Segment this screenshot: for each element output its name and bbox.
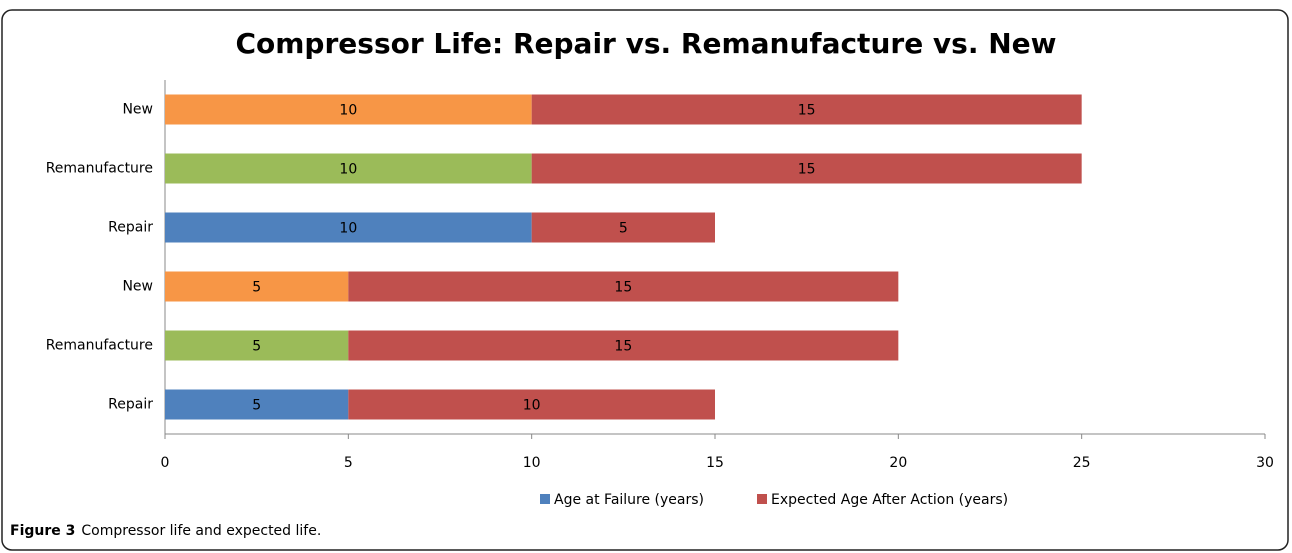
bar-segment — [165, 153, 532, 184]
caption-text: Compressor life and expected life. — [81, 523, 321, 539]
bar-segment — [531, 153, 1082, 184]
y-tick-label: New — [122, 102, 153, 118]
x-tick-label: 15 — [706, 455, 724, 471]
bar-segment — [165, 330, 349, 361]
x-tick-label: 10 — [523, 455, 541, 471]
bar-segment — [165, 271, 349, 302]
x-tick-label: 20 — [889, 455, 907, 471]
data-label: 5 — [252, 339, 261, 355]
data-label: 10 — [339, 221, 357, 237]
data-label: 10 — [339, 103, 357, 119]
frame — [1, 9, 1289, 551]
y-tick-label: Repair — [108, 220, 153, 236]
chart-title: Compressor Life: Repair vs. Remanufactur… — [235, 27, 1056, 60]
bar-segment — [531, 212, 715, 243]
data-label: 5 — [619, 221, 628, 237]
bar-segment — [531, 94, 1082, 125]
bar-segment — [165, 212, 532, 243]
data-label: 15 — [614, 339, 632, 355]
bar-segment — [165, 94, 532, 125]
data-label: 10 — [523, 398, 541, 414]
data-label: 10 — [339, 162, 357, 178]
caption: Figure 3 Compressor life and expected lif… — [10, 523, 321, 539]
x-tick-label: 30 — [1256, 455, 1274, 471]
x-tick-label: 5 — [344, 455, 353, 471]
data-label: 15 — [614, 280, 632, 296]
data-label: 5 — [252, 280, 261, 296]
y-tick-label: New — [122, 279, 153, 295]
caption-label: Figure 3 — [10, 523, 75, 539]
data-label: 15 — [798, 162, 816, 178]
data-label: 5 — [252, 398, 261, 414]
legend-swatch — [540, 494, 550, 504]
x-tick-label: 25 — [1073, 455, 1091, 471]
bar-segment — [165, 389, 349, 420]
data-label: 15 — [798, 103, 816, 119]
x-tick-label: 0 — [161, 455, 170, 471]
legend-label: Age at Failure (years) — [554, 492, 704, 508]
legend-label: Expected Age After Action (years) — [771, 492, 1008, 508]
bar-segment — [348, 389, 715, 420]
bar-segment — [348, 271, 899, 302]
y-tick-label: Remanufacture — [46, 161, 153, 177]
legend-swatch — [757, 494, 767, 504]
bar-segment — [348, 330, 899, 361]
y-tick-label: Repair — [108, 397, 153, 413]
y-tick-label: Remanufacture — [46, 338, 153, 354]
